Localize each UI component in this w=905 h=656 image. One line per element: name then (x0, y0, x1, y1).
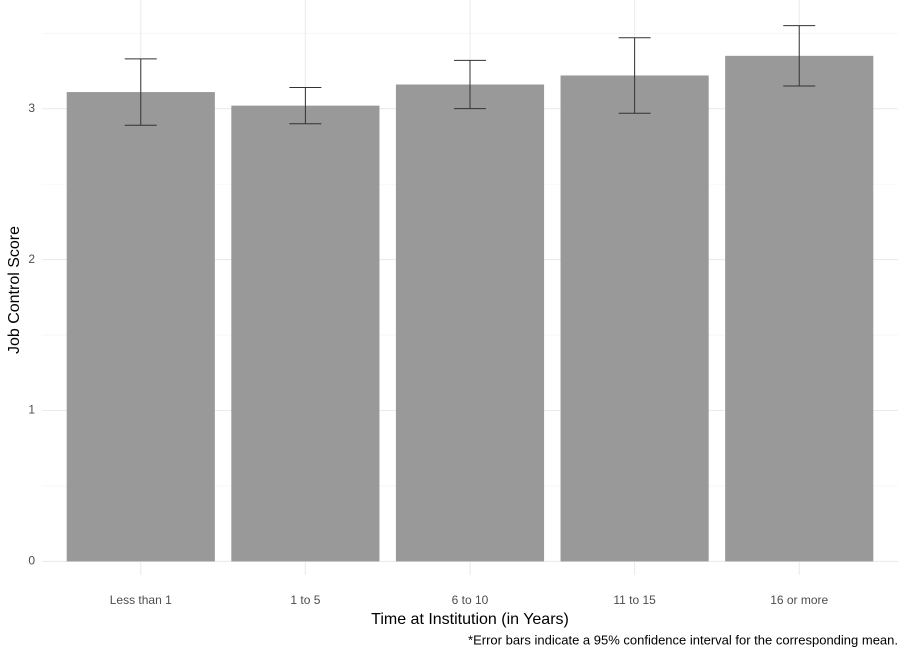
bar (560, 75, 709, 562)
x-tick-label: 11 to 15 (613, 593, 656, 607)
error-bar (124, 58, 157, 126)
error-bar (783, 25, 816, 87)
error-bar (454, 59, 486, 110)
x-tick-label: 6 to 10 (452, 593, 489, 607)
x-tick-label: 16 or more (770, 593, 828, 607)
y-tick-label: 2 (28, 252, 35, 266)
bar (395, 84, 545, 562)
y-axis-title: Job Control Score (6, 226, 23, 354)
bar (66, 92, 215, 562)
y-tick-label: 3 (28, 101, 35, 115)
caption: *Error bars indicate a 95% confidence in… (468, 632, 898, 647)
bar (231, 105, 380, 562)
x-tick-label: 1 to 5 (290, 593, 320, 607)
x-axis-title: Time at Institution (in Years) (371, 611, 569, 628)
y-tick-label: 1 (28, 403, 35, 417)
error-bar (618, 37, 651, 114)
y-tick-label: 0 (28, 554, 35, 568)
bar (725, 55, 874, 562)
error-bar (289, 87, 322, 125)
x-tick-label: Less than 1 (110, 593, 172, 607)
